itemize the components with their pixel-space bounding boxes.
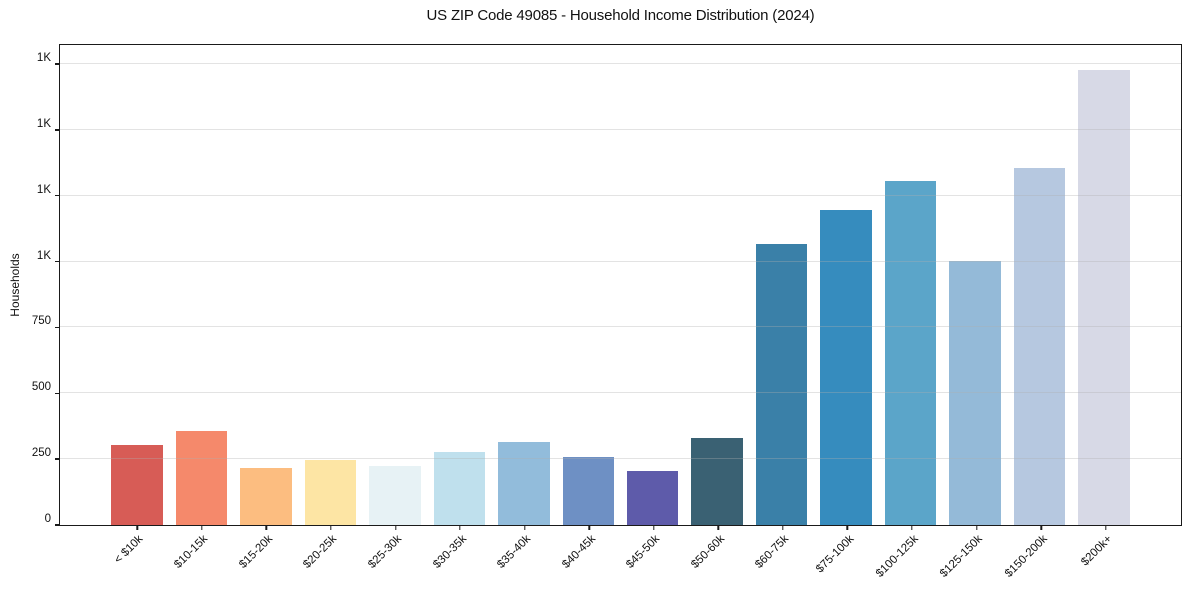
bar-$15-20k <box>240 468 292 525</box>
x-tick-label: < $10k <box>112 533 146 567</box>
bar-slot <box>1072 45 1136 525</box>
x-tick-mark <box>265 525 268 530</box>
x-tick-label: $45-50k <box>624 533 663 571</box>
x-tick-mark <box>394 525 397 530</box>
bar-$75-100k <box>820 210 872 525</box>
bar-$150-200k <box>1013 168 1066 525</box>
x-tick-label: $10-15k <box>172 533 211 571</box>
plot-area: 0 250 500 750 1K 1K 1K 1K < $10k $10-15k $15-20k $2… <box>32 44 1182 580</box>
x-tick-mark <box>717 525 720 530</box>
x-tick-label: $200k+ <box>1078 533 1115 569</box>
bar-$200k+ <box>1078 69 1130 525</box>
bar-slot <box>685 45 749 525</box>
y-tick-label: 750 <box>31 315 51 328</box>
x-tick-mark <box>1105 525 1107 530</box>
bar-slot <box>814 45 878 525</box>
x-tick-label: $25-30k <box>366 533 405 571</box>
bar-$25-30k <box>369 466 421 525</box>
x-tick-mark <box>588 525 590 530</box>
x-tick-label: $30-35k <box>430 533 469 571</box>
bar-$100-125k <box>884 180 937 525</box>
y-tick-mark <box>55 260 60 263</box>
gridline <box>60 326 1181 328</box>
bar-slot <box>492 45 556 525</box>
x-tick-mark <box>846 525 849 530</box>
x-tick-label: $75-100k <box>813 533 856 576</box>
y-tick-label: 0 <box>44 513 51 525</box>
bar-slot <box>749 45 813 525</box>
y-tick-mark <box>55 326 60 329</box>
x-tick-label: $20-25k <box>301 533 340 571</box>
gridline <box>60 128 1181 130</box>
bars-layer <box>60 45 1181 525</box>
gridline <box>60 260 1181 262</box>
bar-$35-40k <box>498 442 550 525</box>
bar-slot <box>298 45 362 525</box>
bar-slot <box>556 45 620 525</box>
bar-$50-60k <box>691 438 743 525</box>
bar-slot <box>621 45 685 525</box>
y-tick-mark <box>55 458 60 460</box>
bar-$20-25k <box>304 460 357 525</box>
y-tick-label: 250 <box>31 447 51 460</box>
y-tick-mark <box>55 129 60 131</box>
bar-$125-150k <box>949 261 1001 525</box>
bar-$60-75k <box>755 244 808 525</box>
x-tick-mark <box>330 525 332 530</box>
x-tick-mark <box>136 525 138 530</box>
y-tick-label: 1K <box>36 183 51 196</box>
y-tick-label: 500 <box>31 381 51 394</box>
x-tick-label: $60-75k <box>753 533 792 571</box>
x-tick-label: $50-60k <box>688 533 727 571</box>
y-tick-mark <box>55 195 60 197</box>
bar-slot <box>169 45 233 525</box>
x-tick-label: $125-150k <box>938 533 986 580</box>
bar-slot <box>234 45 298 525</box>
x-tick-mark <box>1040 525 1042 530</box>
bar-slot <box>427 45 491 525</box>
bar-slot <box>943 45 1007 525</box>
x-tick-mark <box>975 525 978 530</box>
x-tick-mark <box>911 525 913 530</box>
bar-< $10k <box>111 445 163 525</box>
x-tick-mark <box>201 525 203 530</box>
y-tick-mark <box>55 524 60 526</box>
y-tick-label: 1K <box>36 52 51 65</box>
y-tick-mark <box>55 392 60 395</box>
chart-title: US ZIP Code 49085 - Household Income Dis… <box>426 7 815 24</box>
x-tick-label: $150-200k <box>1002 533 1050 580</box>
bar-slot <box>1007 45 1071 525</box>
y-tick-label: 1K <box>36 117 51 130</box>
y-tick-mark <box>55 63 60 65</box>
x-tick-mark <box>459 525 461 530</box>
gridline <box>60 458 1181 460</box>
x-tick-mark <box>523 525 526 530</box>
x-tick-mark <box>653 525 655 530</box>
bar-$10-15k <box>175 431 228 525</box>
bar-slot <box>363 45 427 525</box>
x-tick-label: $15-20k <box>237 533 275 571</box>
x-tick-label: $40-45k <box>559 533 598 571</box>
gridline <box>60 63 1181 65</box>
gridline <box>60 392 1181 394</box>
x-tick-label: $35-40k <box>495 533 534 571</box>
bar-$40-45k <box>562 457 615 525</box>
bar-$30-35k <box>433 452 486 525</box>
bar-slot <box>105 45 169 525</box>
y-tick-label: 1K <box>36 249 51 262</box>
gridline <box>60 194 1181 196</box>
y-axis-label: Households <box>8 253 22 317</box>
bar-$45-50k <box>626 470 679 525</box>
x-tick-label: $100-125k <box>873 533 921 580</box>
x-tick-mark <box>782 525 784 530</box>
bar-slot <box>878 45 942 525</box>
